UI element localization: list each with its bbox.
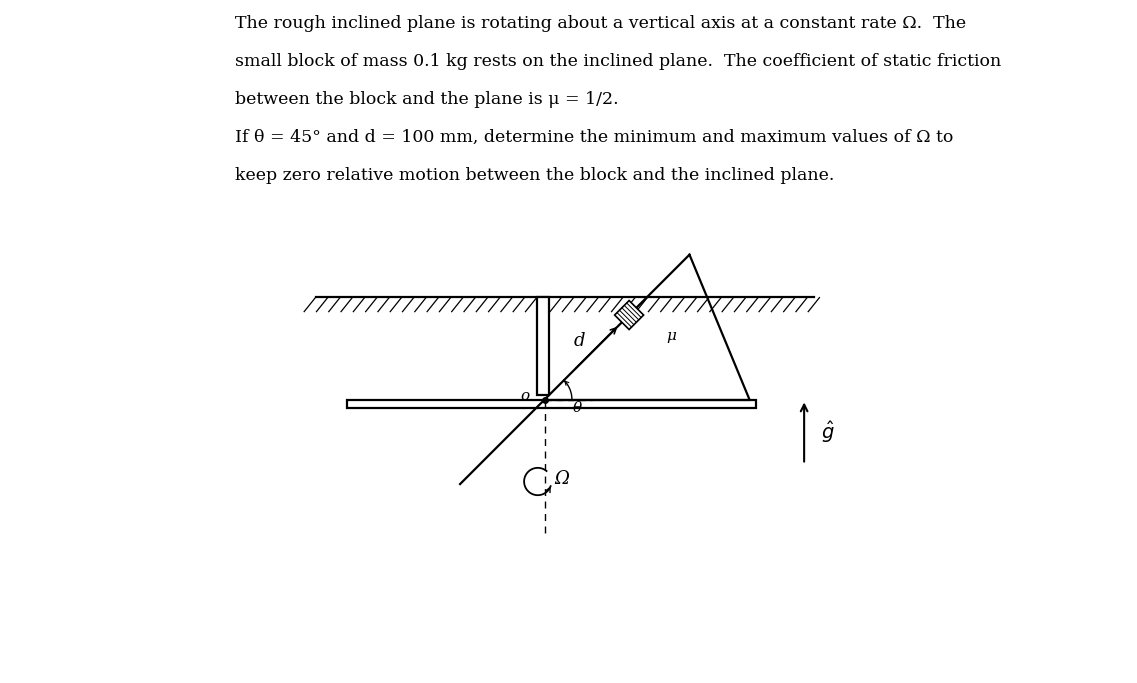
Text: keep zero relative motion between the block and the inclined plane.: keep zero relative motion between the bl… bbox=[235, 167, 835, 184]
Text: o: o bbox=[521, 389, 530, 403]
Text: μ: μ bbox=[666, 329, 677, 343]
Text: small block of mass 0.1 kg rests on the inclined plane.  The coefficient of stat: small block of mass 0.1 kg rests on the … bbox=[235, 53, 1002, 70]
Text: between the block and the plane is μ = 1/2.: between the block and the plane is μ = 1… bbox=[235, 91, 619, 108]
Text: θ: θ bbox=[573, 401, 582, 415]
Text: The rough inclined plane is rotating about a vertical axis at a constant rate Ω.: The rough inclined plane is rotating abo… bbox=[235, 15, 966, 32]
Text: d: d bbox=[574, 332, 586, 350]
Text: If θ = 45° and d = 100 mm, determine the minimum and maximum values of Ω to: If θ = 45° and d = 100 mm, determine the… bbox=[235, 129, 954, 146]
Bar bbox=[347, 400, 756, 408]
Text: Ω: Ω bbox=[554, 471, 568, 488]
Bar bbox=[537, 297, 549, 395]
Text: $\hat{g}$: $\hat{g}$ bbox=[821, 419, 835, 445]
Polygon shape bbox=[615, 301, 644, 329]
